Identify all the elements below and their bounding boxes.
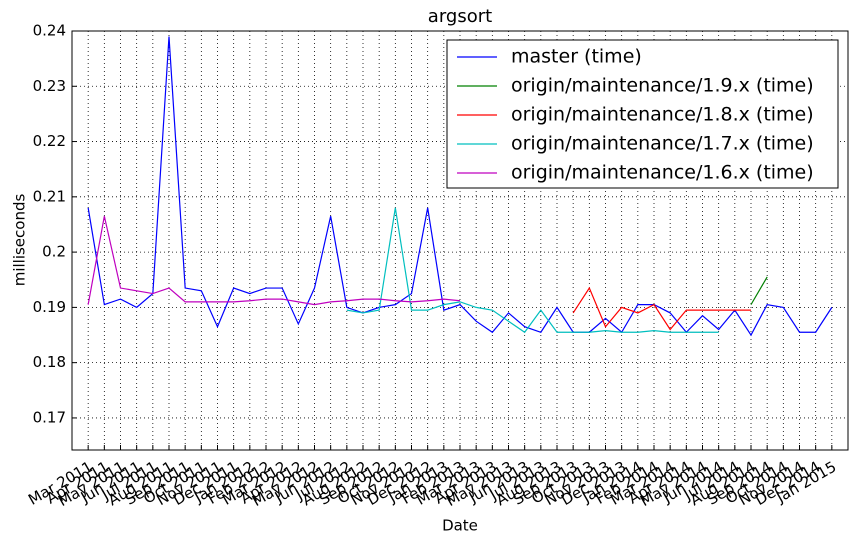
y-tick-label: 0.19	[33, 298, 66, 316]
y-tick-label: 0.22	[33, 132, 66, 150]
legend-label: origin/maintenance/1.6.x (time)	[511, 162, 814, 184]
x-axis-label: Date	[442, 517, 478, 535]
series-line	[572, 286, 751, 331]
y-tick-label: 0.23	[33, 77, 66, 95]
legend-label: master (time)	[511, 46, 642, 68]
y-tick-label: 0.17	[33, 408, 66, 426]
y-tick-label: 0.21	[33, 187, 66, 205]
legend-label: origin/maintenance/1.7.x (time)	[511, 133, 814, 155]
y-axis-label: milliseconds	[11, 194, 29, 287]
legend-label: origin/maintenance/1.8.x (time)	[511, 104, 814, 126]
legend: master (time) origin/maintenance/1.9.x (t…	[446, 39, 839, 189]
series-line	[87, 216, 461, 306]
legend-label: origin/maintenance/1.9.x (time)	[511, 75, 814, 97]
y-tick-label: 0.2	[42, 243, 66, 261]
series-line	[750, 276, 768, 305]
legend-box	[446, 39, 839, 189]
y-tick-label: 0.18	[33, 353, 66, 371]
plot-frame	[71, 30, 849, 451]
chart-title: argsort	[428, 6, 492, 27]
series-line	[346, 207, 719, 334]
series-line	[87, 36, 833, 337]
y-tick-label: 0.24	[33, 22, 66, 40]
